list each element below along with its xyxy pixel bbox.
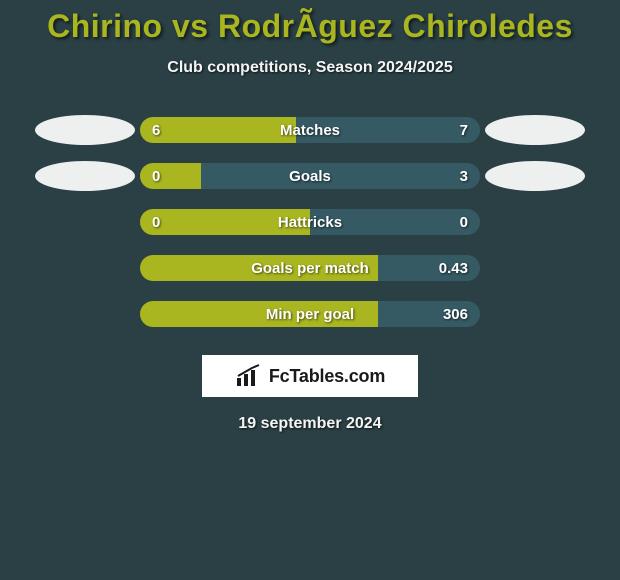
stat-bar: 67Matches (140, 117, 480, 143)
stat-right-value: 0 (460, 214, 468, 231)
stat-right-value: 0.43 (439, 260, 468, 277)
right-club-slot (480, 161, 590, 191)
stat-bar-left (140, 301, 378, 327)
brand-logo[interactable]: FcTables.com (202, 355, 418, 397)
stat-bar-right: 306 (378, 301, 480, 327)
page-title: Chirino vs RodrÃ­guez Chiroledes (0, 8, 620, 45)
stat-bar-right: 0.43 (378, 255, 480, 281)
stat-bar-left: 6 (140, 117, 296, 143)
right-club-slot (480, 115, 590, 145)
bar-chart-icon (235, 364, 263, 388)
subtitle: Club competitions, Season 2024/2025 (0, 59, 620, 77)
stat-bar-left: 0 (140, 163, 201, 189)
stat-row: 00Hattricks (0, 209, 620, 235)
stat-right-value: 7 (460, 122, 468, 139)
club-logo-placeholder (485, 115, 585, 145)
stat-right-value: 306 (443, 306, 468, 323)
comparison-card: Chirino vs RodrÃ­guez Chiroledes Club co… (0, 0, 620, 433)
stats-list: 67Matches03Goals00Hattricks0.43Goals per… (0, 117, 620, 327)
stat-bar-right: 0 (310, 209, 480, 235)
stat-left-value: 0 (152, 168, 160, 185)
club-logo-placeholder (485, 161, 585, 191)
stat-bar: 306Min per goal (140, 301, 480, 327)
left-club-slot (30, 161, 140, 191)
brand-text: FcTables.com (269, 366, 385, 387)
stat-bar-left: 0 (140, 209, 310, 235)
stat-left-value: 0 (152, 214, 160, 231)
stat-left-value: 6 (152, 122, 160, 139)
left-club-slot (30, 115, 140, 145)
stat-bar: 03Goals (140, 163, 480, 189)
stat-bar-right: 7 (296, 117, 480, 143)
stat-row: 0.43Goals per match (0, 255, 620, 281)
stat-right-value: 3 (460, 168, 468, 185)
club-logo-placeholder (35, 115, 135, 145)
stat-bar-right: 3 (201, 163, 480, 189)
stat-bar: 0.43Goals per match (140, 255, 480, 281)
stat-bar: 00Hattricks (140, 209, 480, 235)
stat-row: 67Matches (0, 117, 620, 143)
club-logo-placeholder (35, 161, 135, 191)
stat-row: 306Min per goal (0, 301, 620, 327)
stat-row: 03Goals (0, 163, 620, 189)
footer-date: 19 september 2024 (0, 415, 620, 433)
stat-bar-left (140, 255, 378, 281)
